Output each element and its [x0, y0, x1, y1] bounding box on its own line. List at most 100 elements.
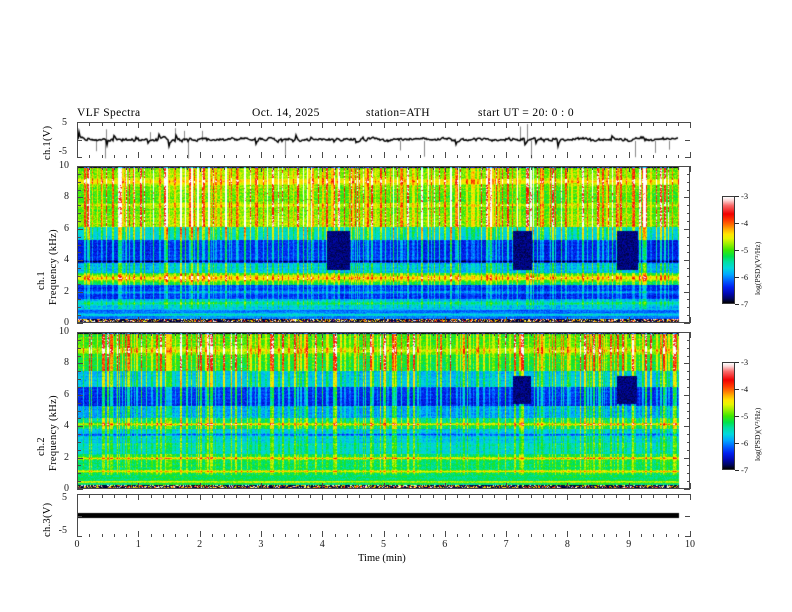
xtick-bottom-ch2s-49 — [677, 485, 679, 489]
xtick-bottom-ch3w-36 — [518, 533, 520, 537]
ytick-right-ch1s-2 — [686, 307, 690, 309]
xtick-bottom-ch1w-45 — [628, 152, 630, 158]
xtick-bottom-ch1w-18 — [297, 154, 299, 158]
xtick-bottom-ch2s-22 — [346, 485, 348, 489]
ytick-right-ch1s-12 — [684, 228, 690, 230]
xtick-bottom-ch2s-40 — [567, 483, 569, 489]
ytick-left-ch3w-1 — [77, 515, 82, 517]
xtick-top-ch3w-30 — [444, 494, 446, 500]
xtick-top-ch1w-6 — [150, 122, 152, 126]
xtick-top-ch1s-3 — [113, 166, 115, 170]
xtick-top-ch2s-31 — [457, 332, 459, 336]
cb1-tick-0 — [735, 196, 739, 197]
xtick-bottom-ch3w-45 — [628, 531, 630, 537]
xtick-bottom-ch3w-18 — [297, 533, 299, 537]
xtick-bottom-ch3w-6 — [150, 533, 152, 537]
xtick-bottom-ch2s-4 — [126, 485, 127, 489]
xtick-bottom-ch1s-47 — [653, 319, 655, 323]
xtick-bottom-ch3w-17 — [285, 533, 287, 537]
xtick-bottom-ch2s-38 — [542, 485, 544, 489]
xtick-bottom-ch3w-39 — [555, 533, 557, 537]
xtick-top-ch1s-30 — [444, 166, 446, 172]
xtick-top-ch3w-32 — [469, 494, 471, 498]
x-tick-label-2: 2 — [197, 539, 203, 550]
xtick-top-ch1s-41 — [579, 166, 581, 170]
cb2-tick-3 — [735, 443, 739, 444]
ytick-left-ch1s-14 — [77, 213, 81, 215]
xtick-bottom-ch1s-20 — [322, 317, 324, 323]
ytick-right-ch2s-4 — [684, 457, 690, 459]
ytick-right-ch1s-11 — [686, 236, 690, 238]
cb2-tick-label-4: -7 — [741, 465, 749, 475]
xtick-bottom-ch1s-15 — [260, 317, 262, 323]
xtick-bottom-ch1s-19 — [309, 319, 311, 323]
xtick-bottom-ch2s-20 — [322, 483, 324, 489]
ytick-left-ch1s-0 — [77, 323, 83, 324]
xtick-bottom-ch1s-18 — [297, 319, 299, 323]
ytick-right-ch1w-0 — [685, 157, 690, 158]
xtick-bottom-ch1w-6 — [150, 154, 152, 158]
ytick-left-ch2s-6 — [77, 441, 81, 443]
xtick-top-ch1s-28 — [420, 166, 422, 170]
xtick-top-ch1s-22 — [346, 166, 348, 170]
xtick-top-ch2s-28 — [420, 332, 422, 336]
cb2-tick-label-2: -5 — [741, 411, 749, 421]
x-tick-label-7: 7 — [503, 539, 509, 550]
xtick-bottom-ch1s-30 — [444, 317, 446, 323]
xtick-bottom-ch1s-0 — [77, 317, 78, 323]
xtick-top-ch1w-43 — [604, 122, 606, 126]
xtick-bottom-ch3w-7 — [162, 533, 164, 537]
ytick-left-ch1s-19 — [77, 173, 81, 175]
xtick-bottom-ch2s-39 — [555, 485, 557, 489]
ytick-right-ch3w-2 — [685, 494, 690, 495]
xtick-bottom-ch1w-15 — [260, 152, 262, 158]
xtick-bottom-ch2s-34 — [493, 485, 495, 489]
xtick-top-ch3w-8 — [175, 494, 177, 498]
xtick-top-ch2s-46 — [641, 332, 642, 336]
xtick-top-ch3w-10 — [199, 494, 201, 500]
xtick-top-ch3w-48 — [665, 494, 667, 498]
xtick-top-ch1s-36 — [518, 166, 520, 170]
xtick-top-ch1w-29 — [432, 122, 434, 126]
xtick-bottom-ch1w-43 — [604, 154, 606, 158]
xtick-bottom-ch3w-32 — [469, 533, 471, 537]
ytick-right-ch2s-15 — [686, 371, 690, 373]
xtick-top-ch3w-14 — [248, 494, 250, 498]
ytick-right-ch1s-19 — [686, 173, 690, 175]
xtick-bottom-ch1s-23 — [359, 319, 360, 323]
xtick-bottom-ch1w-20 — [322, 152, 324, 158]
ytick-right-ch2s-8 — [684, 426, 690, 428]
xtick-bottom-ch1s-41 — [579, 319, 581, 323]
ytick-right-ch2s-7 — [686, 434, 690, 436]
xtick-top-ch1s-33 — [481, 166, 483, 170]
xtick-bottom-ch1w-46 — [641, 154, 642, 158]
xtick-bottom-ch3w-42 — [591, 533, 593, 537]
xtick-top-ch1s-32 — [469, 166, 471, 170]
ytick-left-ch1s-2 — [77, 307, 81, 309]
ytick-left-ch2s-9 — [77, 418, 81, 420]
xtick-top-ch1s-9 — [187, 166, 189, 170]
ytick-right-ch1s-13 — [686, 220, 690, 222]
ytick-left-ch1s-5 — [77, 283, 81, 285]
xtick-bottom-ch1s-34 — [493, 319, 495, 323]
xtick-bottom-ch2s-16 — [273, 485, 275, 489]
xtick-bottom-ch3w-10 — [199, 531, 201, 537]
xtick-bottom-ch2s-28 — [420, 485, 422, 489]
xtick-bottom-ch1s-45 — [628, 317, 630, 323]
xtick-top-ch2s-48 — [665, 332, 667, 336]
xtick-bottom-ch3w-38 — [542, 533, 544, 537]
xtick-bottom-ch3w-48 — [665, 533, 667, 537]
xtick-top-ch3w-46 — [641, 494, 642, 498]
ytick-left-ch2s-18 — [77, 347, 81, 349]
xtick-bottom-ch3w-2 — [101, 533, 103, 537]
xtick-bottom-ch2s-47 — [653, 485, 655, 489]
xtick-top-ch3w-13 — [236, 494, 238, 498]
xtick-bottom-ch3w-8 — [175, 533, 177, 537]
xtick-bottom-ch1s-36 — [518, 319, 520, 323]
xtick-bottom-ch1w-14 — [248, 154, 250, 158]
xtick-bottom-ch3w-1 — [89, 533, 91, 537]
xtick-top-ch1s-11 — [211, 166, 213, 170]
ytick-left-ch3w-0 — [77, 536, 82, 537]
xtick-bottom-ch3w-25 — [383, 531, 385, 537]
